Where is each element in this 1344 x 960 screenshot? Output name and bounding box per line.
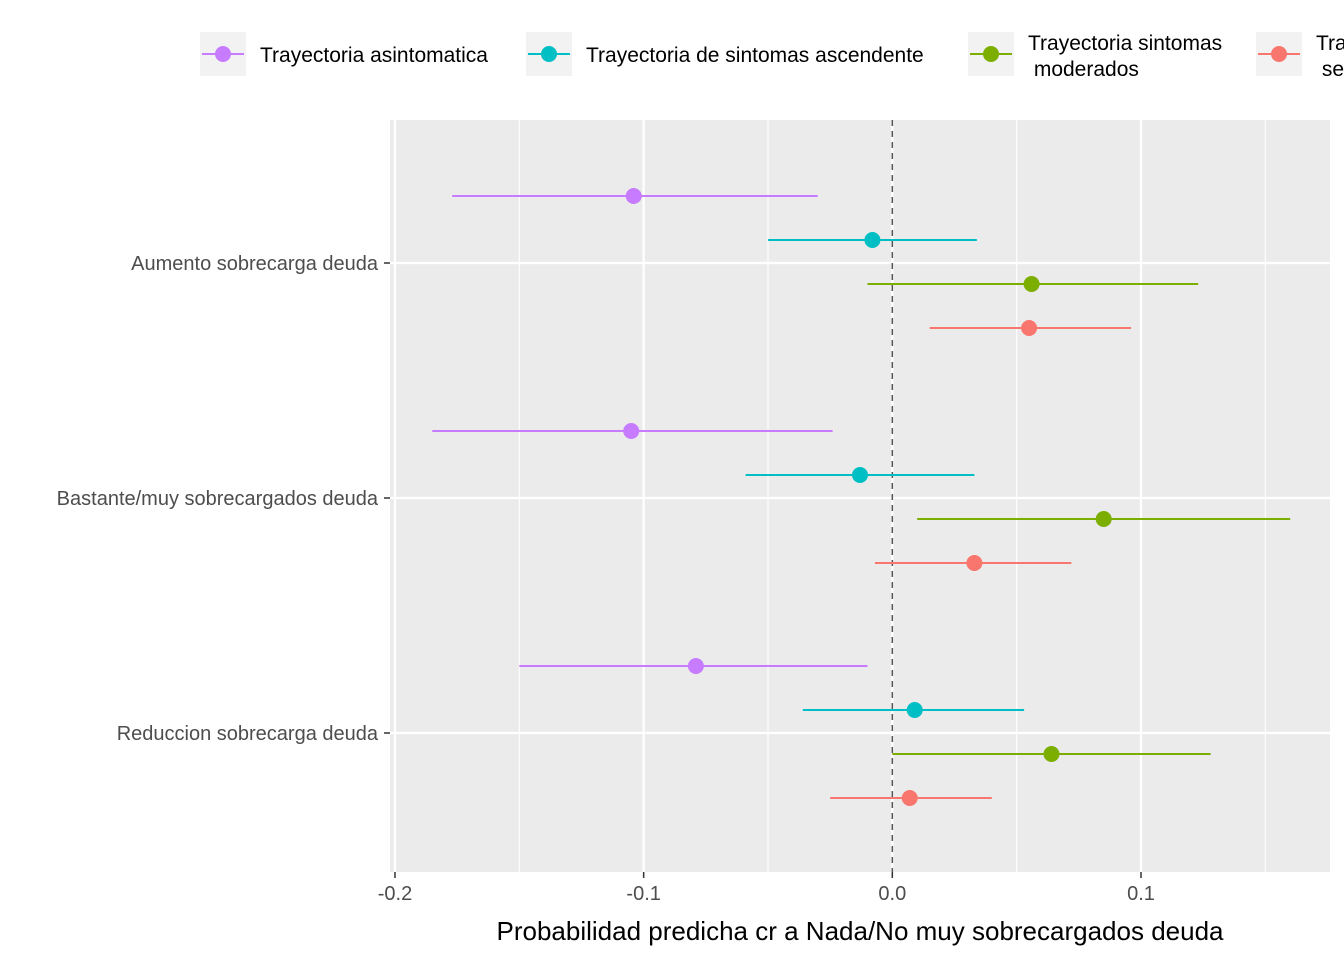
- estimate-point: [1021, 320, 1038, 336]
- estimate-point: [1023, 276, 1040, 292]
- x-axis: -0.2 -0.1 0.0 0.1: [378, 872, 1155, 905]
- estimate-point: [901, 790, 918, 806]
- estimate-point: [966, 555, 983, 571]
- x-axis-title: Probabilidad predicha cr a Nada/No muy s…: [497, 916, 1225, 946]
- legend-label-line: Trayectoria asintomatica: [260, 44, 488, 67]
- x-tick-label: -0.2: [378, 883, 412, 905]
- estimate-point: [1043, 746, 1060, 762]
- x-tick-label: 0.0: [878, 883, 906, 905]
- legend-label-line: Trayectoria sintomas: [1028, 32, 1222, 55]
- x-tick-label: -0.1: [626, 883, 660, 905]
- legend-label-line: Trayectoria de sintomas ascendente: [586, 44, 924, 67]
- y-tick-label: Reduccion sobrecarga deuda: [117, 723, 379, 745]
- legend-key-point: [1271, 46, 1287, 62]
- panel-background: [390, 120, 1330, 872]
- legend-key-point: [983, 46, 999, 62]
- estimate-point: [864, 232, 881, 248]
- estimate-point: [906, 702, 923, 718]
- x-tick-label: 0.1: [1127, 883, 1155, 905]
- legend-label: Tra se: [1316, 32, 1344, 81]
- legend-label-line: moderados: [1028, 58, 1139, 81]
- chart-marks: [432, 188, 1291, 806]
- y-tick-label: Bastante/muy sobrecargados deuda: [57, 488, 379, 510]
- estimate-point: [623, 423, 640, 439]
- y-tick-label: Aumento sobrecarga deuda: [131, 253, 379, 275]
- estimate-point: [687, 658, 704, 674]
- legend-label: Trayectoria de sintomas ascendente: [586, 44, 924, 67]
- legend-label: Trayectoria asintomatica: [260, 44, 488, 67]
- legend-key-point: [541, 46, 557, 62]
- y-axis: Aumento sobrecarga deuda Bastante/muy sob…: [57, 253, 390, 745]
- estimate-point: [852, 467, 868, 483]
- legend-key-point: [215, 46, 231, 62]
- legend-label: Trayectoria sintomas moderados: [1028, 32, 1222, 81]
- legend-label-line: se: [1316, 58, 1344, 81]
- legend-label-line: Tra: [1316, 32, 1344, 55]
- minor-gridlines: [518, 120, 1266, 872]
- estimate-point: [1095, 511, 1112, 527]
- estimate-point: [625, 188, 642, 204]
- legend: Trayectoria asintomatica Trayectoria de s…: [200, 32, 1344, 81]
